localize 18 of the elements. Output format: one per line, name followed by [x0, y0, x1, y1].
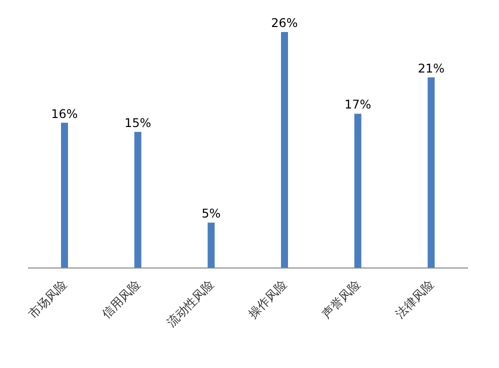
- x-tick-label: 信用风险: [99, 277, 144, 322]
- bar: [208, 222, 215, 268]
- bar: [428, 77, 435, 268]
- bar: [354, 114, 362, 268]
- data-label: 26%: [271, 16, 298, 30]
- data-label: 21%: [418, 61, 445, 76]
- data-label: 5%: [202, 206, 221, 221]
- data-label: 16%: [51, 106, 78, 121]
- bar: [134, 132, 142, 268]
- x-tick-label: 操作风险: [246, 277, 290, 322]
- data-label: 15%: [124, 116, 152, 130]
- x-tick-label: 市场风险: [26, 277, 70, 322]
- x-tick-label: 流动性风险: [164, 277, 216, 330]
- data-label: 17%: [344, 98, 372, 112]
- bar: [61, 122, 68, 268]
- x-tick-label: 法律风险: [392, 277, 436, 322]
- x-tick-label: 声誉风险: [319, 277, 364, 322]
- bar: [281, 32, 288, 268]
